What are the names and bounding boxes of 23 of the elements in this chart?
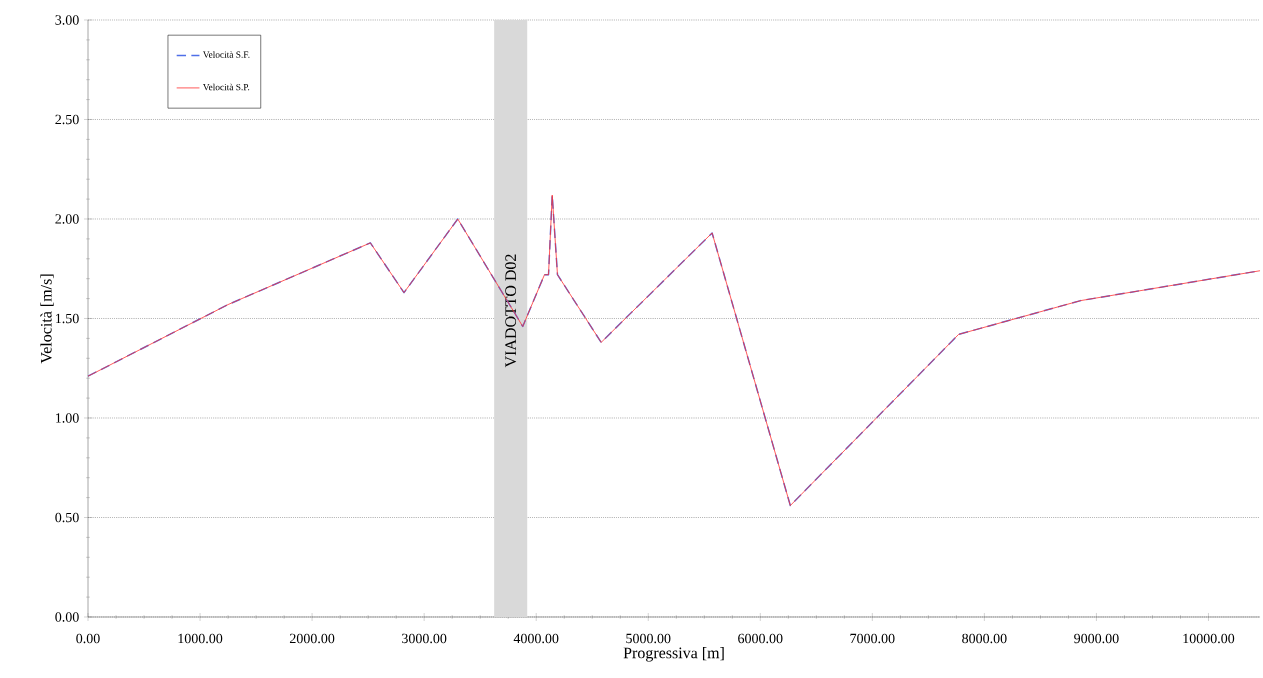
x-tick-label: 2000.00 <box>289 633 335 644</box>
y-tick-label: 2.00 <box>55 214 79 224</box>
y-tick-label: 1.00 <box>56 413 79 423</box>
legend-label: Velocità S.P. <box>202 83 250 91</box>
y-axis-title: Velocità [m/s] <box>40 274 54 364</box>
x-tick-label: 9000.00 <box>1074 633 1119 644</box>
legend-label: Velocità S.F. <box>202 51 250 58</box>
x-tick-label: 0.00 <box>76 633 100 644</box>
x-tick-label: 5000.00 <box>626 633 671 644</box>
x-tick-label: 3000.00 <box>402 633 447 644</box>
x-tick-label: 7000.00 <box>850 633 895 644</box>
y-tick-label: 3.00 <box>55 15 79 25</box>
y-tick-label: 0.00 <box>55 612 79 622</box>
y-tick-label: 1.50 <box>56 313 79 324</box>
x-tick-label: 4000.00 <box>513 633 559 644</box>
x-axis-title: Progressiva [m] <box>623 647 724 662</box>
x-tick-label: 8000.00 <box>962 633 1007 644</box>
x-tick-label: 1000.00 <box>178 633 223 644</box>
y-tick-label: 2.50 <box>55 114 79 125</box>
x-tick-label: 10000.00 <box>1183 633 1235 644</box>
y-tick-label: 0.50 <box>55 512 79 523</box>
band-label: VIADOTTO D02 <box>505 254 517 368</box>
x-tick-label: 6000.00 <box>738 633 783 644</box>
